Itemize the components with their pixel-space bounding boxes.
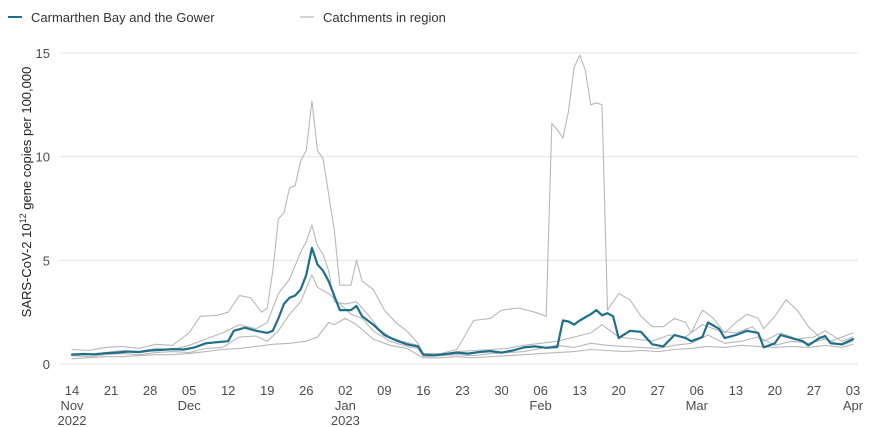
series-line-carmarthen-bay	[70, 246, 855, 357]
x-tick-month-label: Nov	[60, 398, 84, 413]
x-tick-label: 20	[768, 383, 782, 398]
x-tick-label: 21	[104, 383, 118, 398]
x-tick-label: 06	[533, 383, 547, 398]
y-tick-labels: 0 5 10 15	[36, 46, 50, 372]
x-tick-label: 13	[729, 383, 743, 398]
x-tick-month-label: Mar	[686, 398, 709, 413]
y-axis-label: SARS-CoV-2 1012 gene copies per 100,000	[18, 67, 34, 318]
x-tick-label: 05	[182, 383, 196, 398]
x-tick-month-label: Dec	[178, 398, 202, 413]
series-line-catchment-4	[71, 317, 854, 360]
x-tick-month-label: Feb	[529, 398, 551, 413]
series-line-catchment-3	[71, 274, 854, 358]
legend: Carmarthen Bay and the Gower Catchments …	[8, 10, 446, 25]
series-line-catchment-1	[71, 54, 854, 355]
y-axis-label-suffix: gene copies per 100,000	[19, 67, 34, 214]
y-axis-label-prefix: SARS-CoV-2 10	[19, 223, 34, 317]
x-tick-label: 20	[611, 383, 625, 398]
x-tick-label: 14	[65, 383, 79, 398]
context-series-group	[71, 54, 854, 360]
x-tick-label: 02	[338, 383, 352, 398]
x-tick-label: 23	[455, 383, 469, 398]
x-tick-label: 28	[143, 383, 157, 398]
x-tick-label: 27	[651, 383, 665, 398]
x-tick-label: 16	[416, 383, 430, 398]
x-tick-label: 19	[260, 383, 274, 398]
x-tick-month-label: Jan	[335, 398, 356, 413]
y-tick-label: 15	[36, 46, 50, 61]
y-tick-label: 0	[43, 357, 50, 372]
x-tick-year-label: 2023	[331, 413, 360, 427]
highlight-series-group	[70, 246, 855, 357]
x-tick-label: 09	[377, 383, 391, 398]
y-axis-label-exponent: 12	[18, 213, 28, 223]
legend-label-highlight: Carmarthen Bay and the Gower	[31, 10, 215, 25]
x-tick-label: 30	[494, 383, 508, 398]
x-tick-month-label: Apr	[843, 398, 864, 413]
x-tick-label: 12	[221, 383, 235, 398]
x-tick-label: 03	[846, 383, 860, 398]
x-tick-label: 26	[299, 383, 313, 398]
x-tick-label: 27	[807, 383, 821, 398]
x-tick-year-label: 2022	[58, 413, 87, 427]
y-gridlines	[60, 52, 858, 365]
x-tick-label: 13	[572, 383, 586, 398]
y-tick-label: 5	[43, 253, 50, 268]
x-tick-label: 06	[690, 383, 704, 398]
legend-label-context: Catchments in region	[323, 10, 446, 25]
y-tick-label: 10	[36, 150, 50, 165]
